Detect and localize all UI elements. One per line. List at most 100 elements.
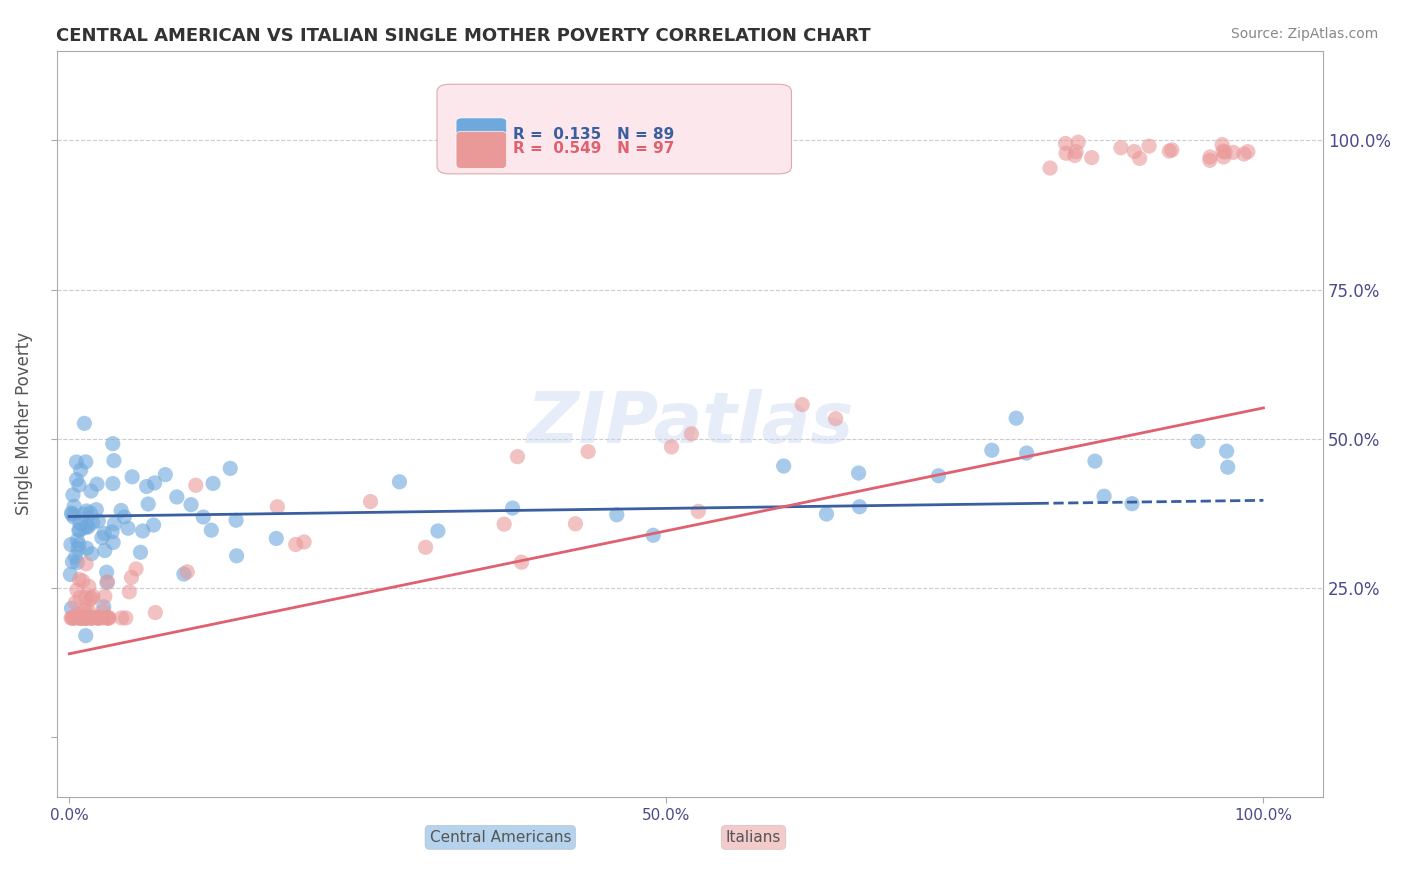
Point [772,458,794,473]
Point [89,611,111,625]
Point [1222,145,1244,160]
Point [67,478,90,492]
Point [129,545,152,559]
Point [564,516,586,531]
Point [135,479,157,493]
Point [266,500,288,514]
Point [63,611,86,625]
Point [87,514,110,528]
Point [63,500,86,514]
Point [60,506,83,520]
Point [75,603,97,617]
Point [67,523,90,537]
Point [59,567,82,582]
Point [848,466,870,480]
Point [67,573,90,587]
Point [1160,143,1182,157]
Point [73,521,96,535]
Point [97,611,120,625]
Point [72,507,94,521]
Point [1213,145,1236,160]
Point [110,611,132,625]
Point [75,591,97,605]
Point [82,590,104,604]
Point [824,411,846,425]
Point [69,516,91,530]
Point [65,596,87,610]
Point [112,509,135,524]
Point [121,470,143,484]
Text: Source: ZipAtlas.com: Source: ZipAtlas.com [1230,27,1378,41]
Point [62,555,84,569]
Point [184,478,207,492]
Point [79,506,101,520]
Point [219,461,242,475]
Text: CENTRAL AMERICAN VS ITALIAN SINGLE MOTHER POVERTY CORRELATION CHART: CENTRAL AMERICAN VS ITALIAN SINGLE MOTHE… [56,27,870,45]
Point [1039,161,1062,175]
Point [1015,446,1038,460]
Point [1237,145,1260,159]
Point [1212,144,1234,158]
Point [79,592,101,607]
Point [1233,147,1256,161]
Point [79,611,101,625]
Point [90,531,112,545]
Point [93,599,115,614]
Point [1109,141,1132,155]
Point [643,528,665,542]
Point [494,517,516,532]
Point [66,533,89,548]
Point [980,443,1002,458]
Point [145,606,167,620]
Text: R =  0.135   N = 89: R = 0.135 N = 89 [513,127,675,142]
Point [75,611,97,625]
Point [67,538,90,552]
Point [284,537,307,551]
Point [60,611,83,625]
Point [200,523,222,537]
Point [606,508,628,522]
Point [1081,151,1104,165]
Point [360,494,382,508]
Point [84,502,107,516]
Point [93,526,115,541]
Point [1129,152,1152,166]
Point [1212,150,1234,164]
Point [142,518,165,533]
Point [76,518,98,533]
Point [93,604,115,618]
Point [86,611,108,625]
Point [120,570,142,584]
Point [80,611,103,625]
Point [73,417,96,431]
Point [1121,497,1143,511]
Point [101,535,124,549]
Point [77,520,100,534]
Point [80,591,103,606]
Y-axis label: Single Mother Poverty: Single Mother Poverty [15,333,32,516]
Point [75,611,97,625]
Point [415,541,437,555]
Point [688,504,710,518]
Point [70,611,93,625]
Point [1067,135,1090,149]
Point [681,426,703,441]
Point [86,611,108,625]
Point [1123,145,1146,159]
Point [76,541,98,556]
Point [96,565,118,579]
Point [110,503,132,517]
Point [815,507,838,521]
Point [66,611,89,625]
Point [506,450,529,464]
Point [76,504,98,518]
Point [75,557,97,571]
Point [66,582,89,597]
Point [176,565,198,579]
Point [79,611,101,625]
Point [792,398,814,412]
Point [94,590,117,604]
Point [101,476,124,491]
Point [82,516,104,530]
Point [65,455,87,469]
